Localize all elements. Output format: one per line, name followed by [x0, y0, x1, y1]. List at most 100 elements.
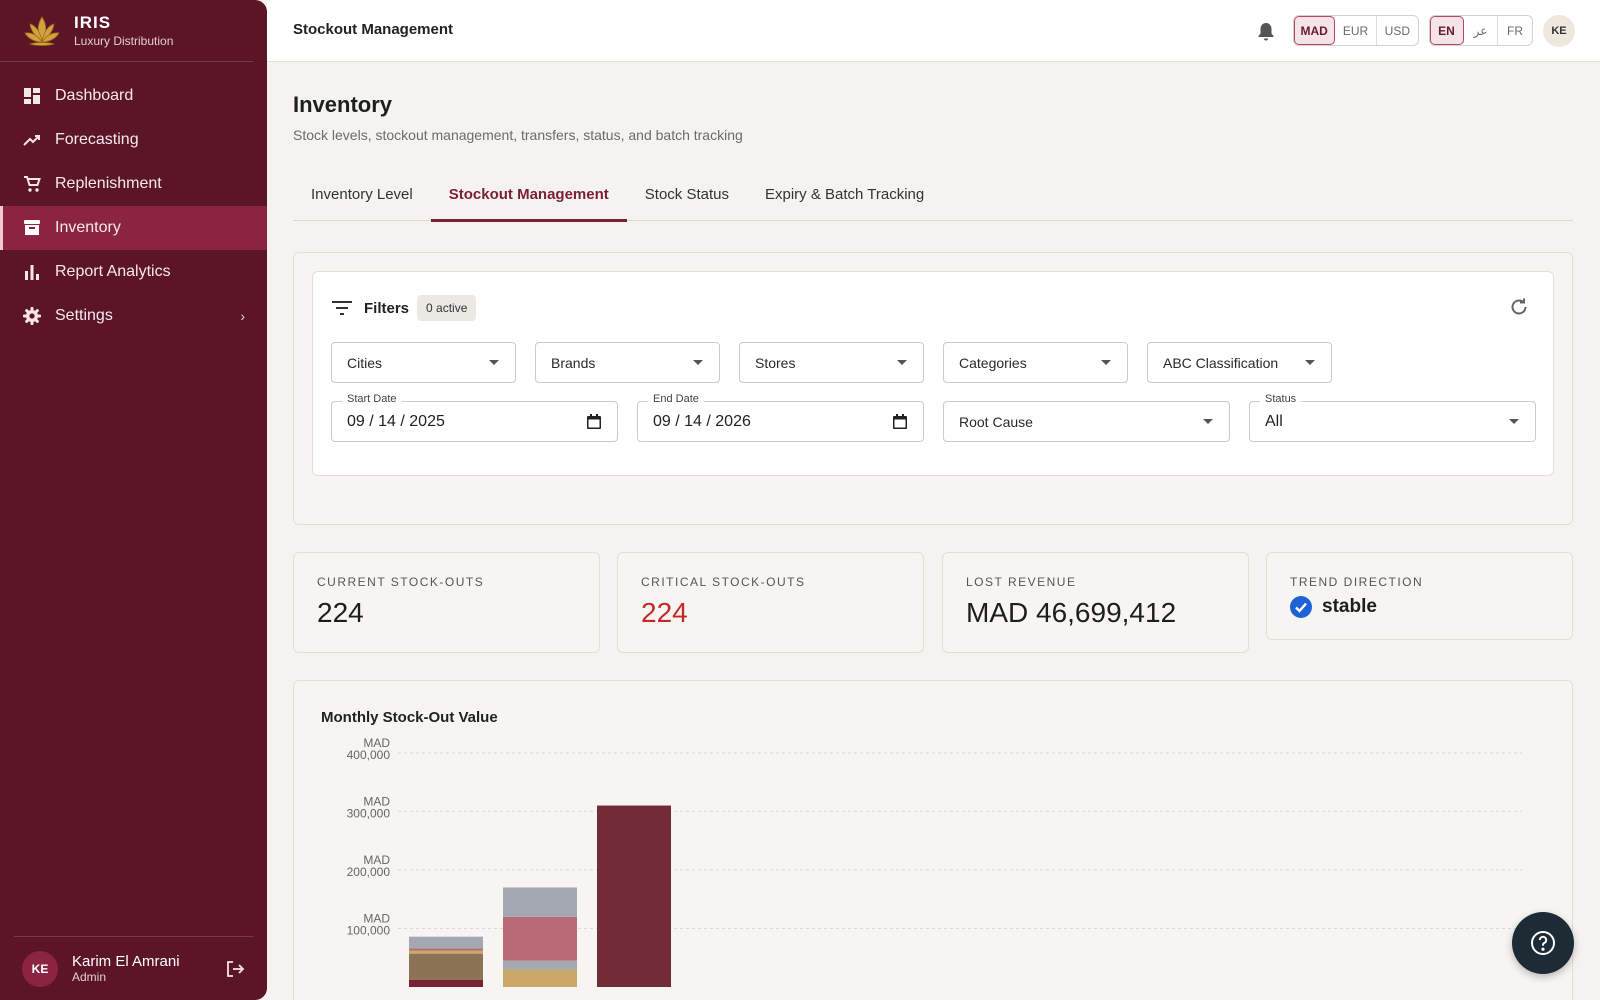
- page-header-title: Stockout Management: [293, 21, 454, 38]
- abc-classification-select[interactable]: ABC Classification: [1147, 342, 1332, 383]
- lotus-logo-icon: [24, 15, 60, 46]
- y-tick-label: 200,000: [347, 865, 391, 879]
- filter-header: Filters 0 active: [332, 295, 477, 321]
- kpi-value: 224: [317, 597, 364, 628]
- trending-up-icon: [23, 131, 41, 149]
- bar-segment[interactable]: [503, 887, 577, 917]
- sidebar-item-inventory[interactable]: Inventory: [0, 206, 267, 250]
- sidebar: IRIS Luxury Distribution Dashboard Forec…: [0, 0, 267, 1000]
- gear-icon: [23, 307, 41, 325]
- stores-select-label: Stores: [755, 354, 796, 371]
- currency-mad[interactable]: MAD: [1294, 16, 1336, 45]
- avatar[interactable]: KE: [1543, 15, 1575, 47]
- status-value: All: [1265, 412, 1283, 430]
- start-date-field[interactable]: Start Date 09 / 14 / 2025: [331, 393, 618, 442]
- y-tick-label: 300,000: [347, 806, 391, 820]
- topbar: Stockout Management MAD EUR USD EN عر FR…: [267, 0, 1600, 62]
- sidebar-item-report-analytics[interactable]: Report Analytics: [0, 250, 267, 294]
- sidebar-item-forecasting[interactable]: Forecasting: [0, 118, 267, 162]
- sidebar-item-label: Report Analytics: [55, 263, 171, 280]
- cart-icon: [23, 175, 41, 193]
- tab-stockout-management[interactable]: Stockout Management: [430, 167, 627, 222]
- help-icon: [1531, 931, 1555, 955]
- trend-value-row: stable: [1290, 596, 1377, 618]
- filter-card: Filters 0 active Cities Brands Stores Ca…: [312, 271, 1554, 476]
- end-date-field[interactable]: End Date 09 / 14 / 2026: [637, 393, 924, 442]
- y-tick-label: 100,000: [347, 923, 391, 937]
- y-tick-label: MAD: [363, 853, 390, 867]
- language-en[interactable]: EN: [1430, 16, 1464, 45]
- brands-select[interactable]: Brands: [535, 342, 720, 383]
- bar-segment[interactable]: [409, 936, 483, 949]
- caret-down-icon: [1101, 360, 1111, 365]
- bar-segment[interactable]: [409, 948, 483, 951]
- caret-down-icon: [1203, 419, 1213, 424]
- currency-eur[interactable]: EUR: [1335, 16, 1377, 45]
- tab-expiry-batch-tracking[interactable]: Expiry & Batch Tracking: [764, 185, 925, 203]
- logout-icon[interactable]: [225, 959, 245, 979]
- calendar-icon[interactable]: [893, 414, 907, 429]
- y-tick-label: MAD: [363, 911, 390, 925]
- tab-bar: Inventory Level Stockout Management Stoc…: [293, 167, 1573, 222]
- sidebar-item-dashboard[interactable]: Dashboard: [0, 74, 267, 118]
- sidebar-item-label: Dashboard: [55, 87, 134, 104]
- cities-select[interactable]: Cities: [331, 342, 516, 383]
- bell-icon[interactable]: [1255, 20, 1277, 42]
- active-filters-badge: 0 active: [417, 295, 477, 321]
- filter-section: Filters 0 active Cities Brands Stores Ca…: [293, 252, 1573, 525]
- sidebar-item-label: Forecasting: [55, 131, 139, 148]
- start-date-value: 09 / 14 / 2025: [347, 412, 445, 430]
- help-button[interactable]: [1512, 912, 1574, 974]
- kpi-critical-stockouts: CRITICAL STOCK-OUTS 224: [617, 552, 924, 653]
- monthly-stockout-chart: Monthly Stock-Out Value MAD 400,000 MAD 300…: [293, 680, 1573, 1000]
- bar-segment[interactable]: [409, 953, 483, 980]
- kpi-lost-revenue: LOST REVENUE MAD 46,699,412: [942, 552, 1249, 653]
- status-label: Status: [1260, 393, 1302, 405]
- bar-segment[interactable]: [409, 950, 483, 954]
- bar-segment[interactable]: [503, 969, 577, 987]
- end-date-value: 09 / 14 / 2026: [653, 412, 751, 430]
- categories-select-label: Categories: [959, 354, 1027, 371]
- calendar-icon[interactable]: [587, 414, 601, 429]
- tab-stock-status[interactable]: Stock Status: [644, 185, 729, 203]
- cities-select-label: Cities: [347, 354, 383, 371]
- root-cause-select[interactable]: Root Cause: [943, 401, 1230, 442]
- currency-usd[interactable]: USD: [1384, 23, 1411, 38]
- avatar[interactable]: KE: [22, 950, 58, 987]
- y-tick-label: MAD: [363, 736, 390, 750]
- caret-down-icon: [1509, 419, 1519, 424]
- caret-down-icon: [693, 360, 703, 365]
- page-title: Inventory: [293, 92, 393, 117]
- kpi-label: CRITICAL STOCK-OUTS: [641, 575, 806, 589]
- status-select[interactable]: Status All: [1249, 393, 1536, 442]
- currency-switcher: MAD EUR USD: [1293, 15, 1419, 46]
- language-fr[interactable]: FR: [1506, 23, 1523, 38]
- kpi-label: TREND DIRECTION: [1290, 575, 1424, 589]
- caret-down-icon: [1305, 360, 1315, 365]
- bar-segment[interactable]: [409, 979, 483, 987]
- sidebar-item-settings[interactable]: Settings ›: [0, 294, 267, 338]
- caret-down-icon: [489, 360, 499, 365]
- user-role: Admin: [72, 970, 107, 984]
- sidebar-item-replenishment[interactable]: Replenishment: [0, 162, 267, 206]
- language-ar[interactable]: عر: [1464, 16, 1498, 45]
- user-panel: KE Karim El Amrani Admin: [14, 936, 253, 1000]
- bar-segment[interactable]: [597, 805, 671, 987]
- user-name: Karim El Amrani: [72, 953, 180, 970]
- kpi-label: LOST REVENUE: [966, 575, 1077, 589]
- abc-classification-select-label: ABC Classification: [1163, 354, 1279, 371]
- page-subtitle: Stock levels, stockout management, trans…: [293, 127, 743, 143]
- sidebar-item-label: Inventory: [55, 219, 121, 236]
- bar-segment[interactable]: [503, 960, 577, 970]
- kpi-row: CURRENT STOCK-OUTS 224 CRITICAL STOCK-OU…: [293, 552, 1573, 654]
- sidebar-nav: Dashboard Forecasting Replenishment Inve…: [0, 74, 267, 338]
- y-tick-label: 400,000: [347, 748, 391, 762]
- caret-down-icon: [897, 360, 907, 365]
- categories-select[interactable]: Categories: [943, 342, 1128, 383]
- tab-inventory-level[interactable]: Inventory Level: [311, 185, 413, 203]
- bar-segment[interactable]: [503, 916, 577, 961]
- stores-select[interactable]: Stores: [739, 342, 924, 383]
- language-switcher: EN عر FR: [1429, 15, 1533, 46]
- refresh-icon[interactable]: [1509, 297, 1529, 317]
- bar-chart-icon: [23, 263, 41, 281]
